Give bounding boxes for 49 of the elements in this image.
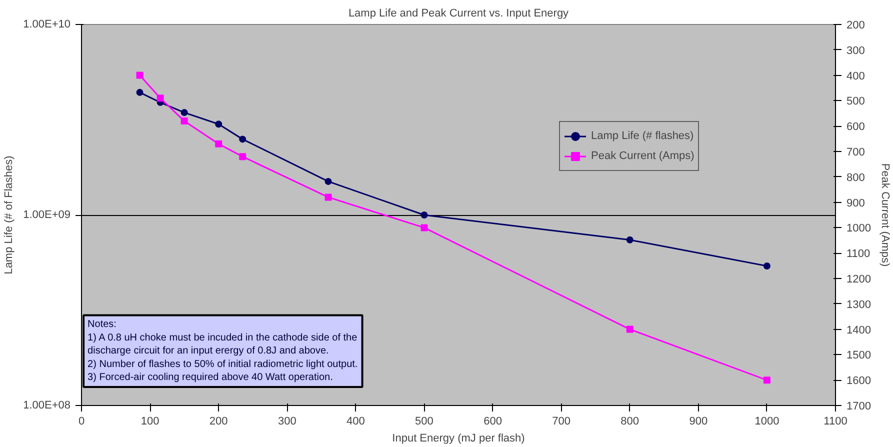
annotation: 2) Number of flashes to 50% of initial radiometric light output. [88, 358, 358, 370]
x-tick-label: 600 [484, 416, 502, 428]
chart-title: Lamp Life and Peak Current vs. Input Energy [348, 8, 570, 20]
x-tick-label: 200 [209, 416, 228, 428]
annotation: Notes: [88, 319, 116, 330]
point [626, 236, 634, 244]
point [215, 120, 222, 128]
x-axis-title: Input Energy (mJ per flash) [392, 432, 525, 444]
y-tick-label: 1.00E+08 [23, 400, 70, 412]
point [239, 136, 246, 143]
y2-tick-label: 700 [846, 146, 865, 158]
y-axis-title: Lamp Life (# of Flashes) [3, 156, 16, 274]
point [180, 109, 188, 116]
y-tick-label: 1.00E+10 [23, 18, 70, 30]
annotation: 3) Forced-air cooling required above 40 Watt operation. [88, 372, 333, 384]
y2-tick-label: 1400 [846, 324, 871, 336]
y-tick-label: 1.00E+09 [23, 209, 70, 221]
y2-tick-label: 1700 [846, 400, 871, 412]
y2-tick-label: 1000 [846, 222, 871, 235]
legend-label: Lamp Life (# flashes) [591, 130, 694, 142]
legend-label: Peak Current (Amps) [591, 150, 694, 162]
x-tick-label: 500 [415, 416, 434, 428]
y2-axis-title: Peak Current (Amps) [878, 163, 891, 267]
y2-tick-label: 1500 [846, 350, 871, 362]
y2-tick-label: 800 [846, 172, 865, 184]
annotation: 1) A 0.8 uH choke must be incuded in the cathode side of the discharge circuit for an input erergy of 0.8J and above. [88, 332, 358, 357]
y2-tick-label: 400 [846, 70, 865, 82]
x-tick-label: 0 [78, 416, 85, 428]
y2-tick-label: 1100 [846, 248, 870, 260]
y2-tick-label: 1200 [846, 274, 871, 286]
x-tick-label: 1100 [824, 416, 848, 428]
y2-tick-label: 600 [846, 121, 865, 134]
x-tick-label: 800 [620, 416, 640, 428]
y2-tick-label: 900 [846, 197, 865, 210]
x-tick-label: 700 [552, 416, 570, 428]
point [420, 212, 428, 218]
point [324, 178, 332, 185]
x-tick-label: 900 [689, 416, 708, 428]
x-tick-label: 300 [278, 416, 296, 428]
x-tick-label: 100 [140, 416, 160, 428]
y2-tick-label: 200 [846, 20, 865, 32]
x-tick-label: 400 [346, 416, 365, 428]
point [136, 88, 144, 96]
x-tick-label: 1000 [754, 416, 780, 428]
y2-tick-label: 1300 [846, 298, 871, 311]
y2-tick-label: 300 [846, 44, 865, 57]
y2-tick-label: 1600 [846, 375, 871, 388]
y2-tick-label: 500 [846, 96, 865, 108]
point [763, 262, 770, 270]
